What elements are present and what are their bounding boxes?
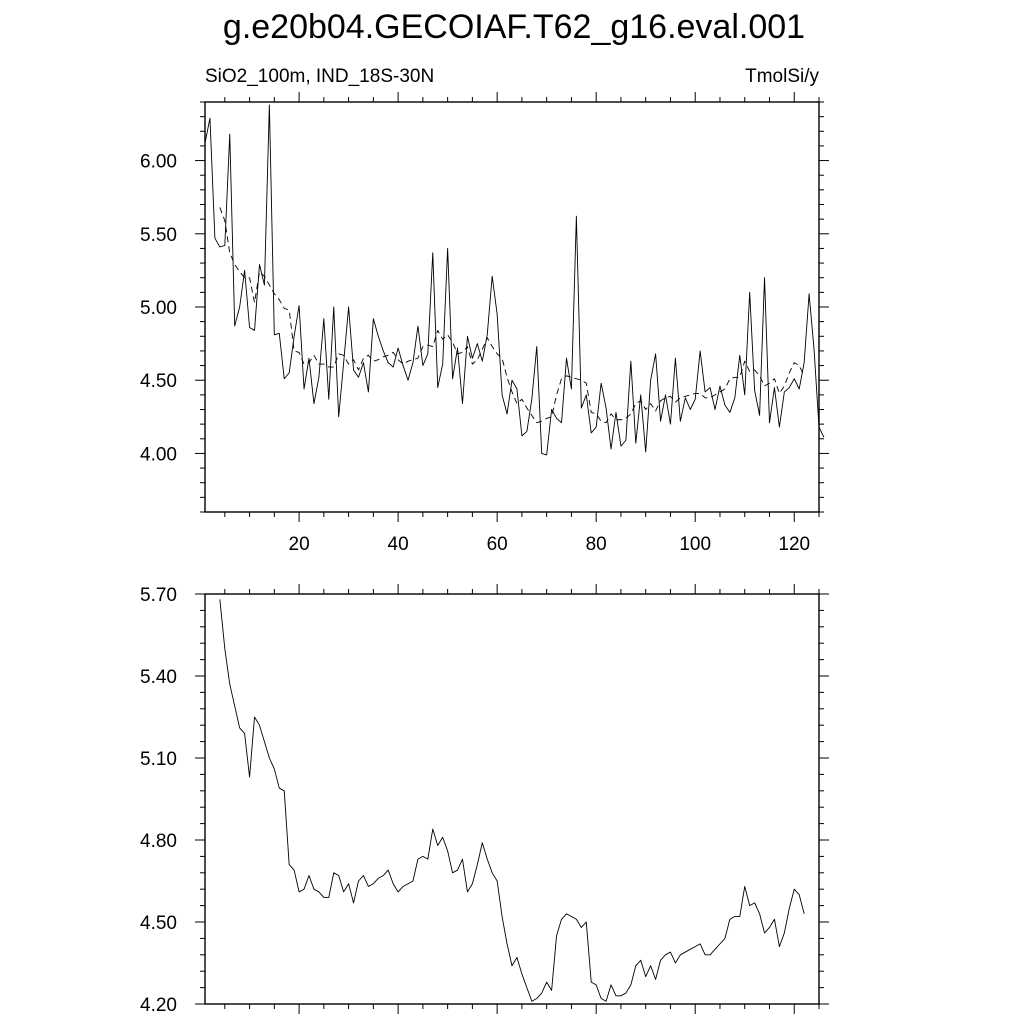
chart-title: g.e20b04.GECOIAF.T62_g16.eval.001	[223, 8, 805, 46]
top-y-tick-label: 5.00	[140, 298, 177, 319]
bottom-y-tick-label: 4.80	[140, 831, 177, 852]
top-x-tick-label: 120	[778, 534, 810, 555]
top-y-tick-label: 5.50	[140, 225, 177, 246]
bottom-y-tick-label: 5.40	[140, 667, 177, 688]
top-x-tick-label: 80	[586, 534, 607, 555]
bottom-y-tick-label: 4.20	[140, 995, 177, 1016]
bottom-y-tick-label: 4.50	[140, 913, 177, 934]
top-panel-subtitle-right: TmolSi/y	[745, 66, 819, 87]
top-panel-tick-labels: 20 40 60 80 100 120 4.00 4.50 5.00 5.50 6.00	[140, 152, 810, 555]
bottom-panel-ticks	[195, 584, 829, 1014]
bottom-panel-series	[219, 599, 805, 1002]
bottom-y-tick-label: 5.10	[140, 749, 177, 770]
top-y-tick-label: 4.50	[140, 371, 177, 392]
top-x-tick-label: 20	[289, 534, 310, 555]
bottom-panel: 4.20 4.50 4.80 5.10 5.40 5.70	[140, 584, 829, 1016]
top-panel: SiO2_100m, IND_18S-30N TmolSi/y 20 40 60 80…	[140, 66, 829, 555]
top-x-tick-label: 40	[388, 534, 409, 555]
top-series-line-solid	[204, 104, 825, 456]
top-x-tick-label: 100	[679, 534, 711, 555]
bottom-y-tick-label: 5.70	[140, 585, 177, 606]
bottom-panel-tick-labels: 4.20 4.50 4.80 5.10 5.40 5.70	[140, 585, 177, 1016]
top-y-tick-label: 4.00	[140, 444, 177, 465]
bottom-series-line-solid	[219, 599, 805, 1002]
top-y-tick-label: 6.00	[140, 152, 177, 173]
top-panel-ticks	[195, 92, 829, 522]
top-panel-frame	[204, 101, 820, 513]
top-series-line-dashed	[219, 207, 805, 424]
bottom-panel-frame	[204, 593, 820, 1005]
top-panel-subtitle-left: SiO2_100m, IND_18S-30N	[205, 66, 434, 87]
top-x-tick-label: 60	[487, 534, 508, 555]
top-panel-series	[204, 104, 825, 456]
